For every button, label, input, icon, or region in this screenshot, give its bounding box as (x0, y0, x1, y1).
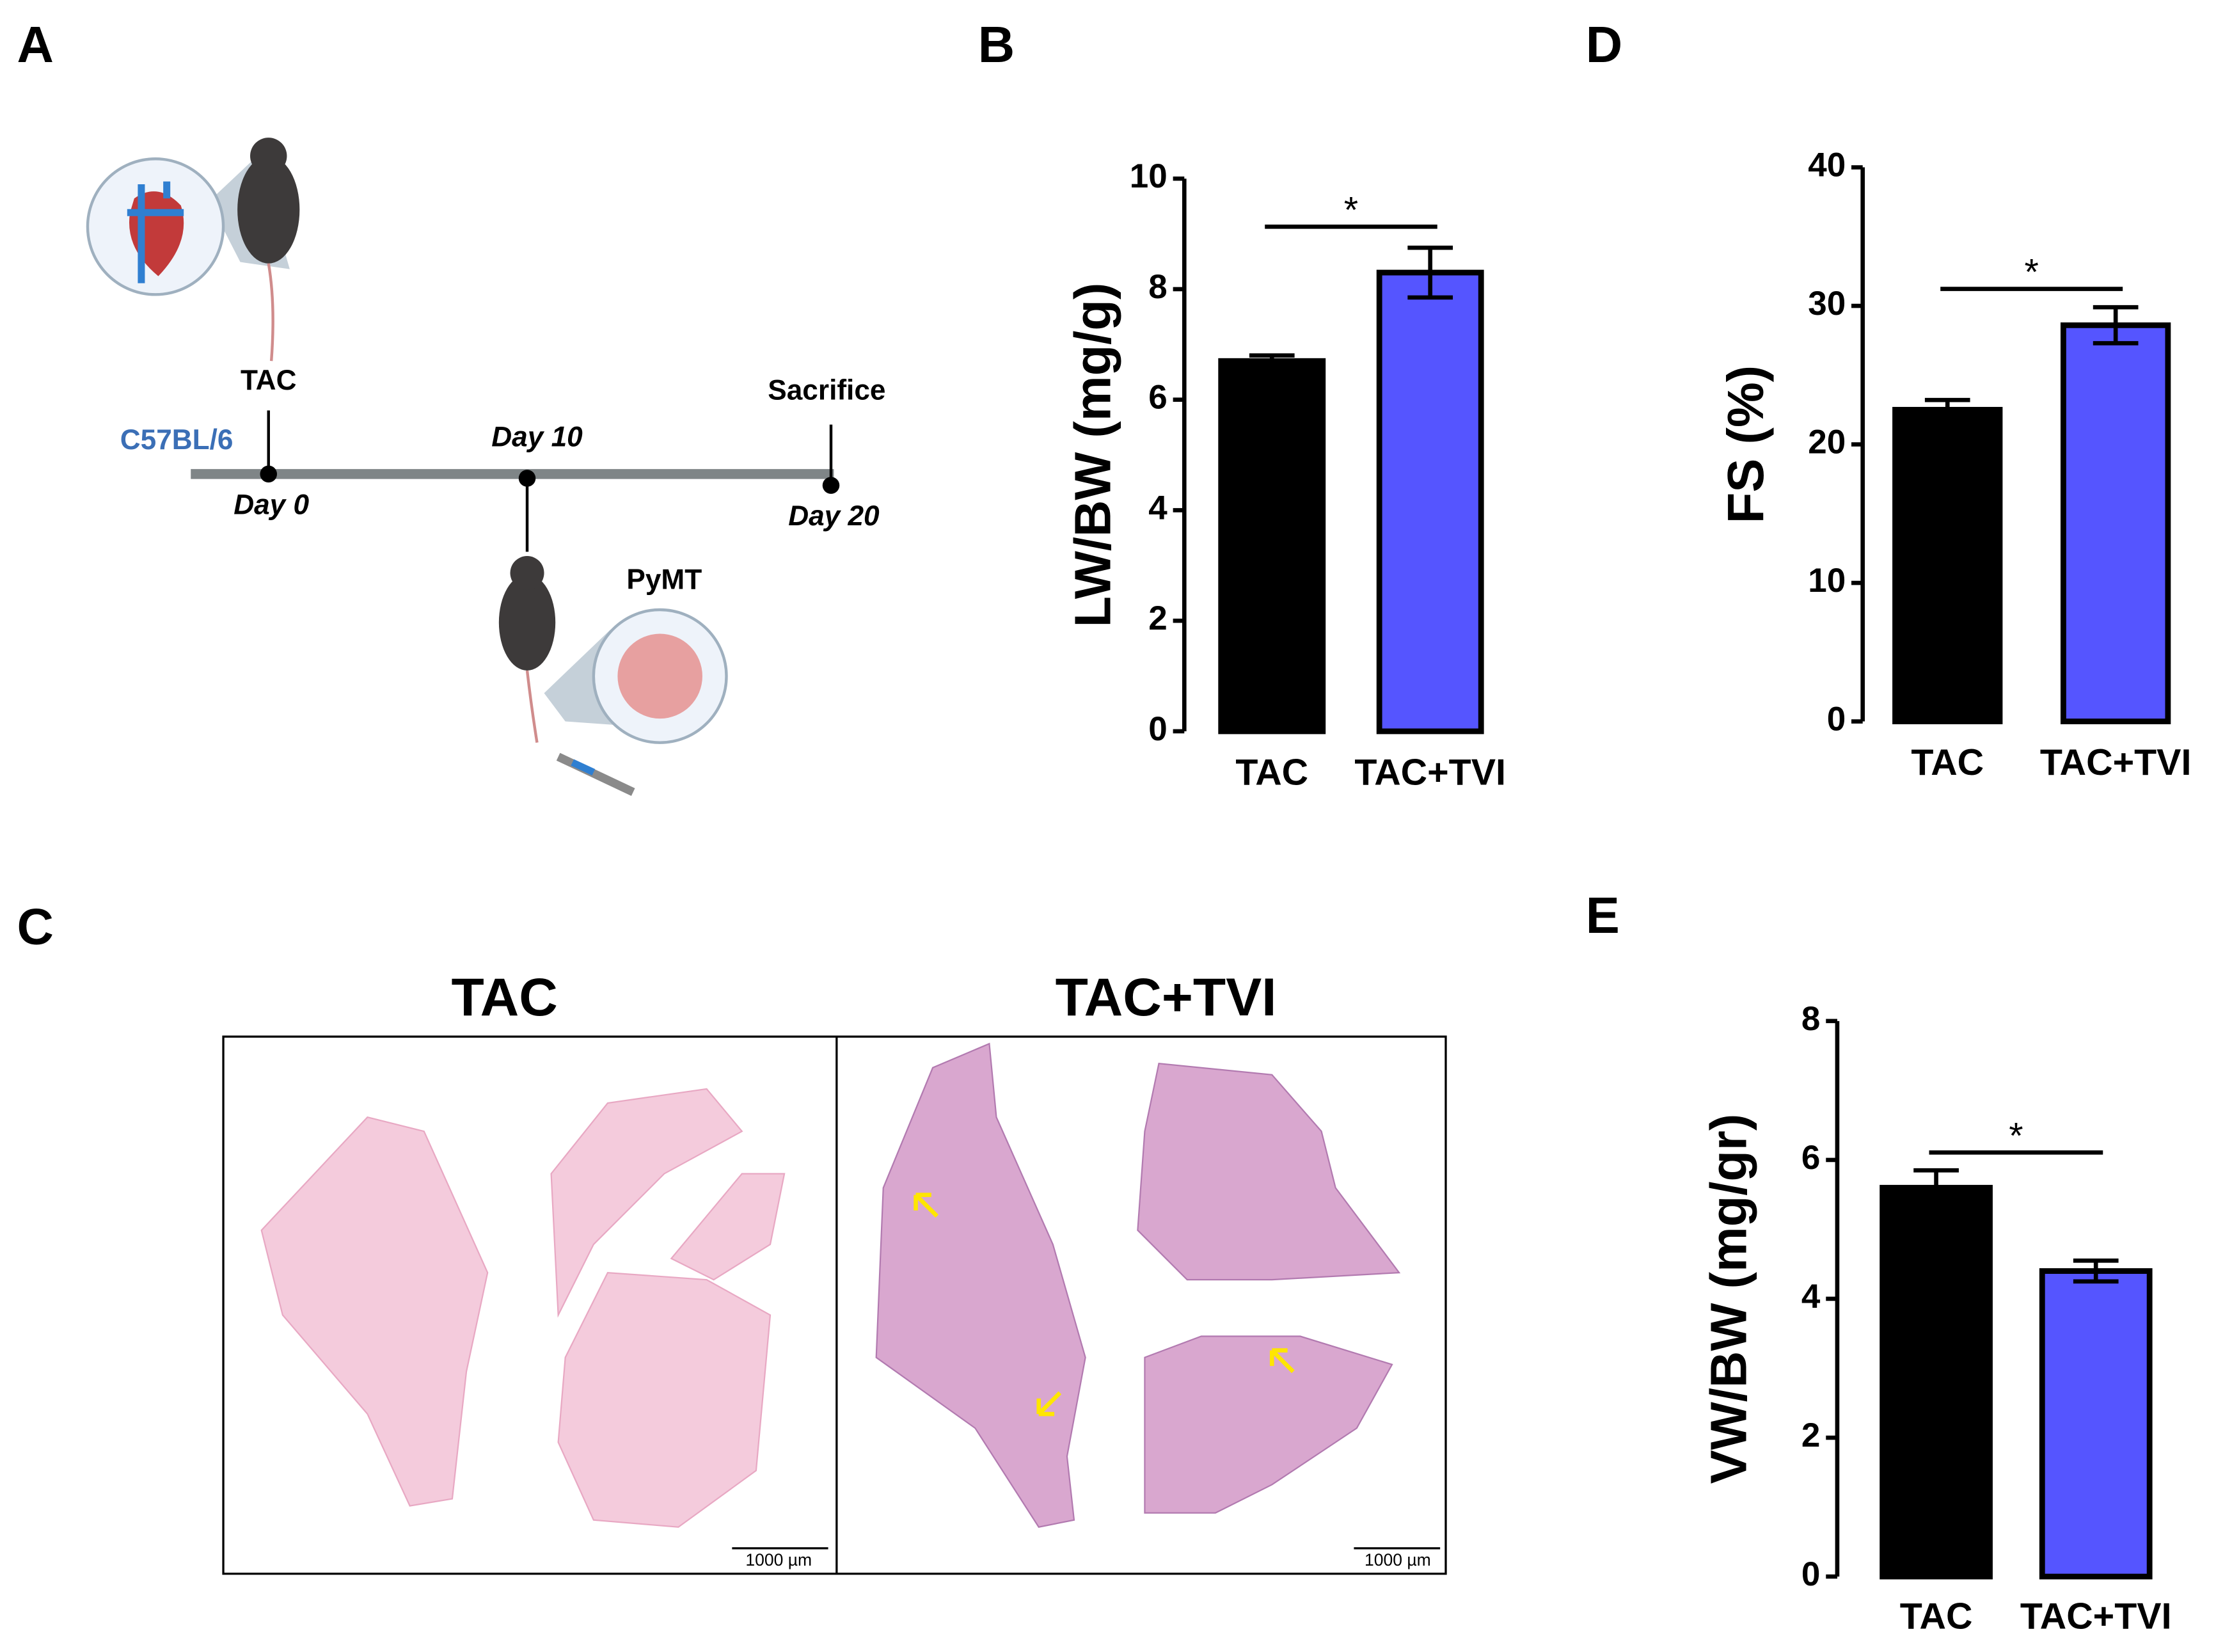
bar (2060, 322, 2171, 724)
y-tick-label: 0 (1827, 701, 1846, 738)
error-bar (1249, 353, 1295, 369)
y-tick-label: 0 (1148, 710, 1167, 748)
bar (1880, 1184, 1993, 1580)
scale-bar-label: 1000 µm (745, 1550, 812, 1569)
timeline: C57BL/6 TAC Day 0 PyMT Day 10 Sacrifice … (86, 138, 885, 796)
lung-lobe (875, 1042, 1086, 1528)
timepoint (518, 470, 536, 487)
y-axis-label: FS (%) (1717, 365, 1774, 523)
mouse-icon (498, 574, 556, 671)
bar (2039, 1268, 2153, 1580)
syringe-icon (571, 759, 596, 776)
event-label: PyMT (626, 564, 702, 595)
mouse-icon (510, 556, 544, 591)
y-tick-label: 8 (1801, 1000, 1821, 1038)
image-title: TAC (452, 967, 558, 1027)
y-axis-label: LW/BW (mg/g) (1064, 283, 1121, 628)
x-tick-label: TAC+TVI (2020, 1596, 2172, 1637)
significance-label: * (2025, 252, 2039, 293)
y-tick-label: 6 (1801, 1139, 1821, 1177)
mouse-icon (237, 155, 300, 264)
tumor-icon (617, 633, 702, 719)
bar (1892, 406, 2003, 724)
histology: TAC TAC+TVI 1000 µm 1000 µm (222, 967, 1447, 1575)
event-label: TAC (241, 365, 297, 396)
y-tick-label: 4 (1148, 489, 1167, 527)
lung-lobe (550, 1088, 743, 1318)
mouse-icon (250, 138, 287, 175)
image-title: TAC+TVI (1056, 967, 1277, 1027)
timepoint (822, 477, 840, 494)
mouse-tail (267, 263, 274, 361)
x-tick-label: TAC (1235, 752, 1308, 793)
bar (1376, 269, 1484, 735)
y-tick-label: 10 (1808, 562, 1846, 600)
event-label: Sacrifice (768, 374, 885, 406)
error-bar (2093, 305, 2139, 345)
day-label: Day 20 (788, 500, 880, 532)
x-tick-label: TAC+TVI (2040, 742, 2192, 783)
y-tick-label: 6 (1148, 379, 1167, 417)
x-tick-label: TAC (1911, 742, 1984, 783)
y-tick-label: 30 (1808, 285, 1846, 322)
y-tick-label: 10 (1130, 157, 1167, 195)
panel-label: C (17, 898, 54, 955)
y-axis-label: VW/BW (mg/gr) (1700, 1114, 1757, 1484)
y-tick-label: 4 (1801, 1278, 1821, 1315)
strain-label: C57BL/6 (120, 424, 233, 456)
timepoint (260, 465, 277, 483)
panel-label: B (978, 16, 1015, 73)
error-bar (2073, 1258, 2119, 1284)
bar (1218, 358, 1326, 735)
day-label: Day 0 (233, 489, 309, 520)
lung-lobe (670, 1173, 786, 1281)
lung-lobe (260, 1116, 489, 1507)
error-bar (1407, 245, 1453, 300)
y-tick-label: 2 (1801, 1417, 1821, 1454)
heart-vessels (127, 181, 184, 283)
panel-label: E (1586, 887, 1620, 944)
mouse-tail (525, 670, 539, 743)
x-tick-label: TAC+TVI (1354, 752, 1506, 793)
y-tick-label: 0 (1801, 1555, 1821, 1593)
y-tick-label: 2 (1148, 600, 1167, 637)
y-tick-label: 40 (1808, 147, 1846, 184)
arrow (1269, 1348, 1295, 1374)
panel-label: A (17, 16, 54, 73)
y-tick-label: 8 (1148, 268, 1167, 306)
scale-bar-label: 1000 µm (1365, 1550, 1431, 1569)
lung-lobe (1137, 1062, 1401, 1281)
error-bar (1924, 397, 1970, 422)
significance-label: * (1344, 189, 1358, 230)
arrow (914, 1193, 939, 1218)
panel-label: D (1586, 16, 1622, 73)
y-tick-label: 20 (1808, 424, 1846, 461)
arrow (1036, 1391, 1062, 1417)
significance-label: * (2009, 1115, 2023, 1156)
day-label: Day 10 (491, 421, 583, 452)
error-bar (1913, 1168, 1959, 1207)
syringe-icon (556, 752, 635, 796)
lung-lobe (557, 1271, 772, 1528)
x-tick-label: TAC (1900, 1596, 1973, 1637)
lung-lobe (1144, 1335, 1393, 1514)
